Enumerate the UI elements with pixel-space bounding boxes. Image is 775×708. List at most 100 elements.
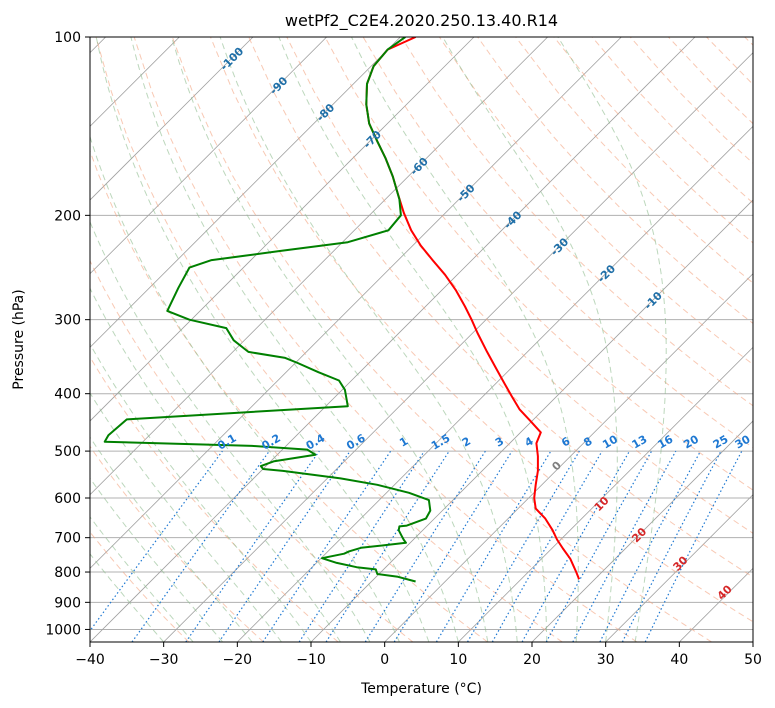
mixing-ratio-label: 0.2 bbox=[260, 432, 283, 453]
mixing-ratio-line bbox=[435, 450, 552, 642]
y-axis-label: Pressure (hPa) bbox=[11, 289, 27, 389]
mixing-ratio-label: 30 bbox=[733, 432, 753, 451]
dry-adiabat-line bbox=[248, 37, 753, 578]
y-tick-label: 200 bbox=[54, 208, 81, 224]
mixing-ratio-line bbox=[644, 450, 743, 642]
moist-adiabat-line bbox=[90, 342, 312, 642]
isotherm-line bbox=[605, 494, 753, 642]
dry-adiabat-line bbox=[95, 37, 563, 642]
x-tick-label: 40 bbox=[670, 652, 688, 668]
moist-adiabat-line bbox=[90, 135, 400, 642]
mixing-ratio-line bbox=[599, 450, 702, 642]
isotherm-line bbox=[237, 125, 753, 642]
mixing-ratio-line bbox=[393, 450, 513, 642]
y-tick-label: 700 bbox=[54, 531, 81, 547]
dry-adiabat-line bbox=[515, 37, 753, 284]
y-tick-label: 500 bbox=[54, 444, 81, 460]
moist-adiabat-line bbox=[90, 553, 165, 642]
mixing-ratio-label: 36 bbox=[751, 432, 771, 451]
moist-adiabat-line bbox=[171, 37, 489, 642]
mixing-ratio-label: 0.1 bbox=[215, 432, 238, 453]
y-tick-label: 100 bbox=[54, 30, 81, 46]
x-tick-label: 20 bbox=[523, 652, 541, 668]
x-tick-label: −10 bbox=[296, 652, 326, 668]
mixing-ratio-label: 2 bbox=[460, 435, 473, 450]
isotherm-line bbox=[752, 641, 753, 642]
moist-adiabat-line bbox=[90, 516, 194, 642]
dry-adiabat-line bbox=[90, 356, 339, 642]
moist-adiabat-line bbox=[90, 287, 341, 642]
data-lines bbox=[103, 37, 581, 583]
isotherm-line bbox=[310, 199, 753, 642]
isotherm-line bbox=[90, 37, 401, 348]
dry-adiabat-line bbox=[90, 149, 488, 642]
y-tick-label: 1000 bbox=[45, 622, 81, 638]
y-tick-label: 900 bbox=[54, 595, 81, 611]
isotherm-line bbox=[90, 37, 254, 201]
moist-adiabat-line bbox=[442, 37, 618, 642]
x-tick-label: 0 bbox=[380, 652, 389, 668]
moist-adiabat-line bbox=[351, 37, 579, 642]
mixing-ratio-line bbox=[90, 450, 223, 632]
isotherm-line bbox=[90, 37, 327, 275]
dry-adiabat-line bbox=[744, 37, 753, 46]
plot-area: -100-90-80-70-60-50-40-30-20-100.1 0.2 0.4… bbox=[90, 37, 771, 642]
mixing-ratio-line bbox=[521, 450, 631, 642]
moist-adiabat-line bbox=[130, 37, 459, 642]
dewpoint-profile bbox=[103, 37, 432, 583]
dry-adiabat-line bbox=[171, 37, 712, 642]
dry-adiabat-line bbox=[90, 259, 414, 642]
isotherm-label: -60 bbox=[408, 155, 431, 178]
isotherm-label: -50 bbox=[454, 181, 477, 204]
isotherm-line bbox=[384, 273, 753, 642]
dry-adiabat-line bbox=[324, 37, 753, 491]
dry-adiabat-line bbox=[591, 37, 753, 204]
moist-adiabat-line bbox=[557, 37, 667, 642]
mixing-ratio-line bbox=[572, 450, 677, 642]
y-tick-label: 800 bbox=[54, 565, 81, 581]
isotherm-line bbox=[90, 37, 622, 569]
mixing-ratio-label: 16 bbox=[655, 432, 675, 451]
x-tick-label: −30 bbox=[149, 652, 179, 668]
dry-adiabat-line bbox=[90, 445, 264, 642]
isotherm-label: -100 bbox=[218, 44, 247, 73]
isotherm-line bbox=[531, 420, 753, 642]
y-tick-label: 400 bbox=[54, 387, 81, 403]
y-tick-label: 300 bbox=[54, 313, 81, 329]
dry-adiabat-line bbox=[133, 37, 638, 642]
mixing-ratio-line bbox=[325, 450, 450, 642]
moist-adiabat-line bbox=[90, 220, 371, 642]
y-axis: 100 200 300 400 500 600 700 800 900 1000 bbox=[45, 30, 90, 638]
isotherm-line bbox=[90, 37, 548, 496]
mixing-ratio-label: 25 bbox=[711, 433, 731, 452]
mixing-ratio-line bbox=[298, 450, 425, 642]
mixing-ratio-label: 3 bbox=[493, 435, 506, 450]
isotherm-line bbox=[90, 37, 696, 642]
dry-adiabat-line bbox=[668, 37, 753, 125]
mixing-ratio-label: 8 bbox=[581, 435, 594, 450]
moist-adiabat-line bbox=[90, 477, 223, 642]
mixing-ratio-line bbox=[545, 450, 653, 642]
dry-adiabat-label: 0 bbox=[549, 458, 564, 473]
mixing-ratio-label: 1.5 bbox=[429, 432, 452, 453]
moist-adiabat-line bbox=[90, 436, 253, 642]
x-tick-label: 10 bbox=[449, 652, 467, 668]
x-axis: −40 −30 −20 −10 0 10 20 30 40 50 bbox=[75, 642, 762, 668]
moist-adiabat-line bbox=[90, 392, 282, 642]
isotherm-label: -40 bbox=[501, 208, 524, 231]
x-tick-label: −40 bbox=[75, 652, 105, 668]
isotherm-line bbox=[679, 567, 753, 642]
isotherm-label: -20 bbox=[595, 262, 618, 285]
isotherm-label: -10 bbox=[642, 289, 665, 312]
moist-adiabat-line bbox=[219, 37, 518, 642]
mixing-ratio-label: 0.4 bbox=[304, 431, 328, 452]
dry-adiabat-line bbox=[286, 37, 753, 534]
x-tick-label: −20 bbox=[223, 652, 253, 668]
line-labels: -100-90-80-70-60-50-40-30-20-100.1 0.2 0.4… bbox=[215, 44, 771, 602]
isotherm-label: -90 bbox=[267, 74, 290, 97]
isotherm-line bbox=[458, 346, 753, 642]
moist-adiabat-line bbox=[95, 37, 430, 642]
isotherm-line bbox=[90, 37, 475, 422]
dry-adiabat-line bbox=[90, 531, 190, 642]
